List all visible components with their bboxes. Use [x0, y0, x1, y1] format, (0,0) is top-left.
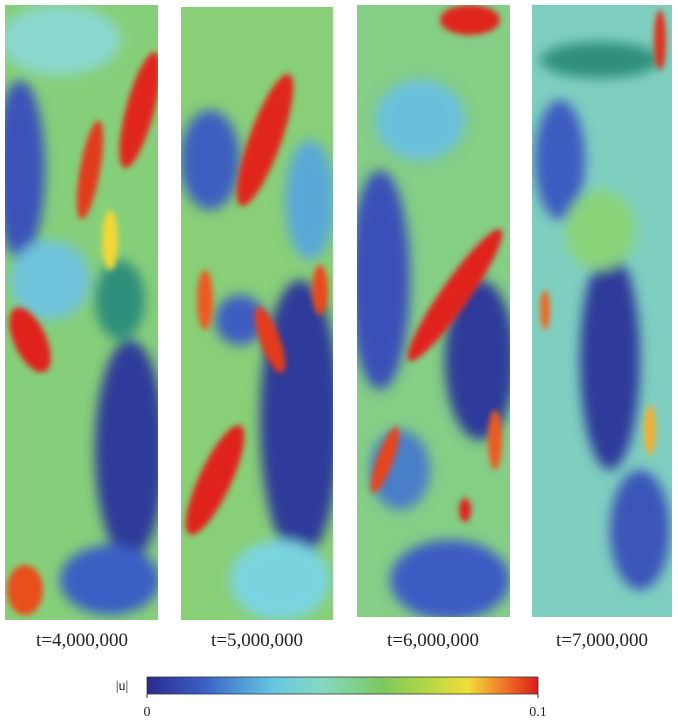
panel-label: t=4,000,000 [36, 630, 128, 651]
field-panel [175, 7, 340, 620]
colorbar-label: |u| [116, 679, 129, 694]
field-panel [532, 5, 672, 617]
field-panel [350, 5, 515, 620]
colorbar [147, 677, 538, 694]
colorbar-tick-label: 0 [144, 705, 151, 720]
panel-label: t=5,000,000 [211, 630, 303, 651]
panel-label: t=6,000,000 [387, 630, 479, 651]
colorbar-tick-label: 0.1 [529, 705, 547, 720]
field-panel [0, 5, 169, 620]
panel-label: t=7,000,000 [556, 630, 648, 651]
page: {"panels": [ {"label": "t=4,000,000"}, {… [0, 0, 678, 724]
figure: t=4,000,000 t=5,000,000 t=6,000,000 t=7,000… [0, 0, 678, 724]
